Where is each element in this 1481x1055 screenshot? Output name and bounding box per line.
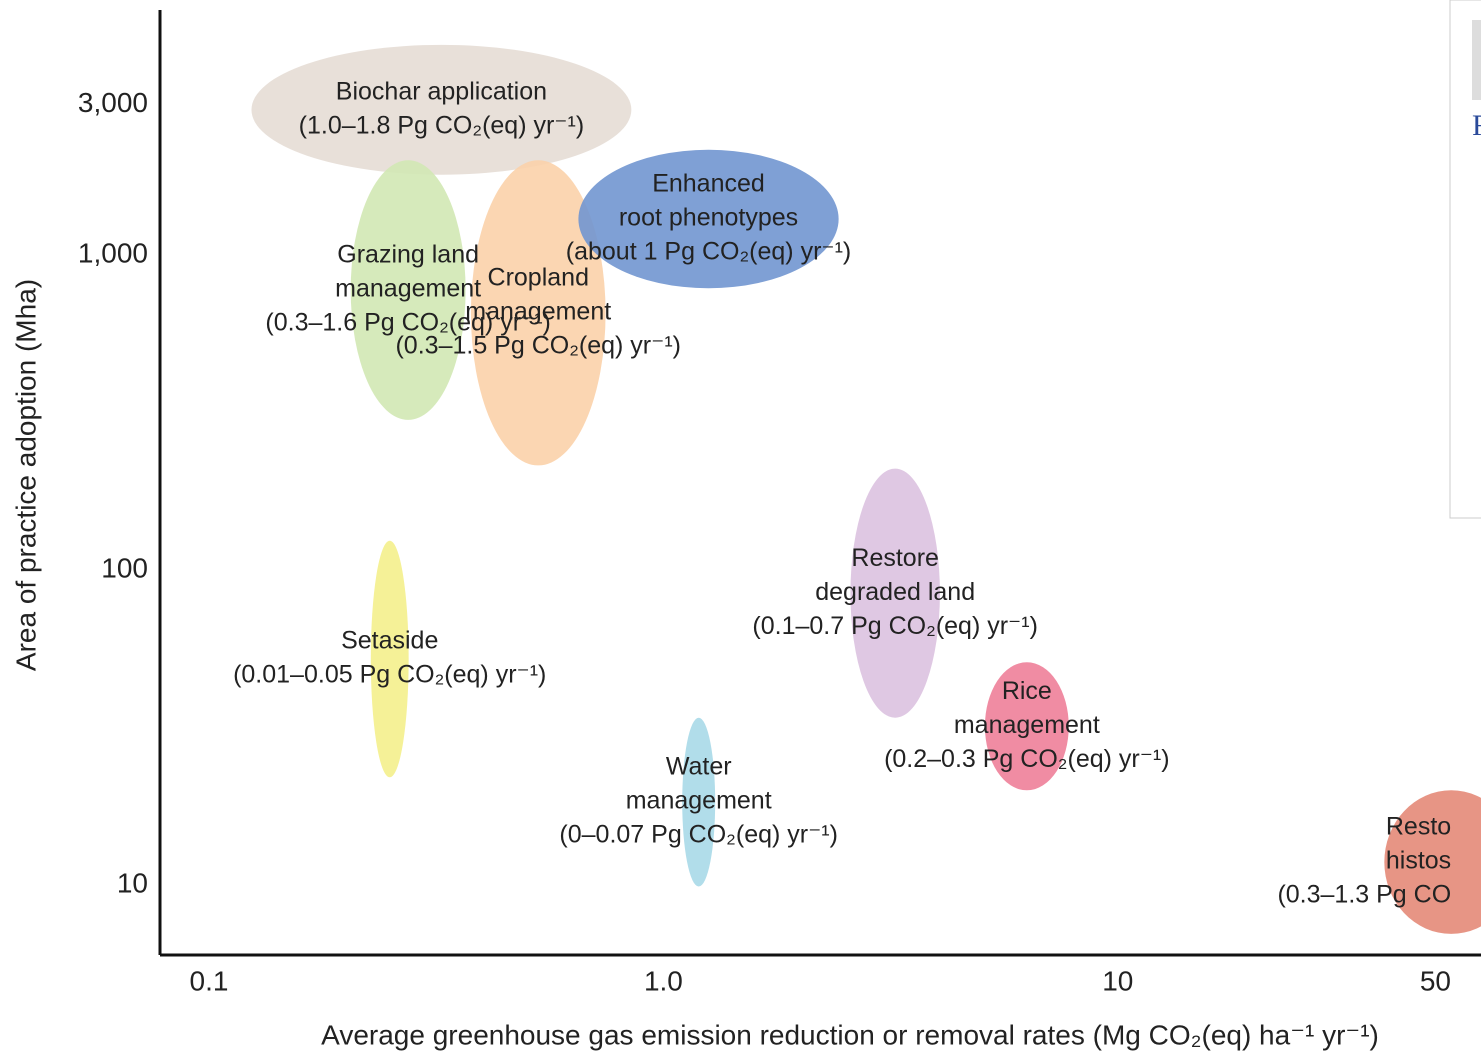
practice-label: root phenotypes	[619, 204, 798, 232]
practice-label: management	[626, 787, 772, 815]
practice-label: Resto	[1386, 813, 1451, 841]
practice-label: (0–0.07 Pg CO₂(eq) yr⁻¹)	[559, 821, 838, 849]
practice-label: degraded land	[815, 578, 975, 606]
practice-label: management	[335, 275, 481, 303]
practice-label: Rice	[1002, 677, 1052, 705]
practice-label: management	[465, 297, 611, 325]
svg-text:F: F	[1472, 109, 1481, 142]
practice-label: management	[954, 711, 1100, 739]
practice-label: (0.3–1.5 Pg CO₂(eq) yr⁻¹)	[395, 331, 681, 359]
chart: F Biochar application (1.0–1.8 Pg CO₂(eq)…	[0, 0, 1481, 1055]
practice-label: Restore	[851, 544, 939, 572]
y-tick-label: 1,000	[78, 238, 148, 269]
practice-label: Grazing land	[337, 241, 479, 269]
practice-label: (0.3–1.3 Pg CO	[1277, 881, 1451, 909]
range-ellipse	[371, 541, 409, 778]
practice-label: histos	[1386, 847, 1451, 875]
x-tick-label: 1.0	[644, 965, 683, 996]
x-tick-label: 0.1	[190, 965, 229, 996]
practice-label: (1.0–1.8 Pg CO₂(eq) yr⁻¹)	[299, 111, 585, 139]
x-tick-label: 50	[1420, 965, 1451, 996]
practice-label: Cropland	[488, 263, 589, 291]
practice-label: (0.01–0.05 Pg CO₂(eq) yr⁻¹)	[233, 661, 546, 689]
y-axis-label: Area of practice adoption (Mha)	[10, 279, 41, 671]
practice-label: Enhanced	[652, 170, 765, 198]
practice-label: Biochar application	[336, 77, 547, 105]
x-tick-label: 10	[1102, 965, 1133, 996]
practice-label: Water	[666, 753, 732, 781]
document-thumbnail: F	[1450, 0, 1481, 518]
x-axis-label: Average greenhouse gas emission reductio…	[321, 1019, 1379, 1050]
practice-label: (0.1–0.7 Pg CO₂(eq) yr⁻¹)	[752, 612, 1038, 640]
range-ellipse	[251, 45, 631, 175]
y-tick-label: 100	[101, 553, 148, 584]
y-tick-label: 10	[117, 868, 148, 899]
practice-label: Setaside	[341, 627, 438, 655]
y-tick-label: 3,000	[78, 87, 148, 118]
practice-label: (about 1 Pg CO₂(eq) yr⁻¹)	[566, 238, 852, 266]
practice-label: (0.2–0.3 Pg CO₂(eq) yr⁻¹)	[884, 745, 1170, 773]
